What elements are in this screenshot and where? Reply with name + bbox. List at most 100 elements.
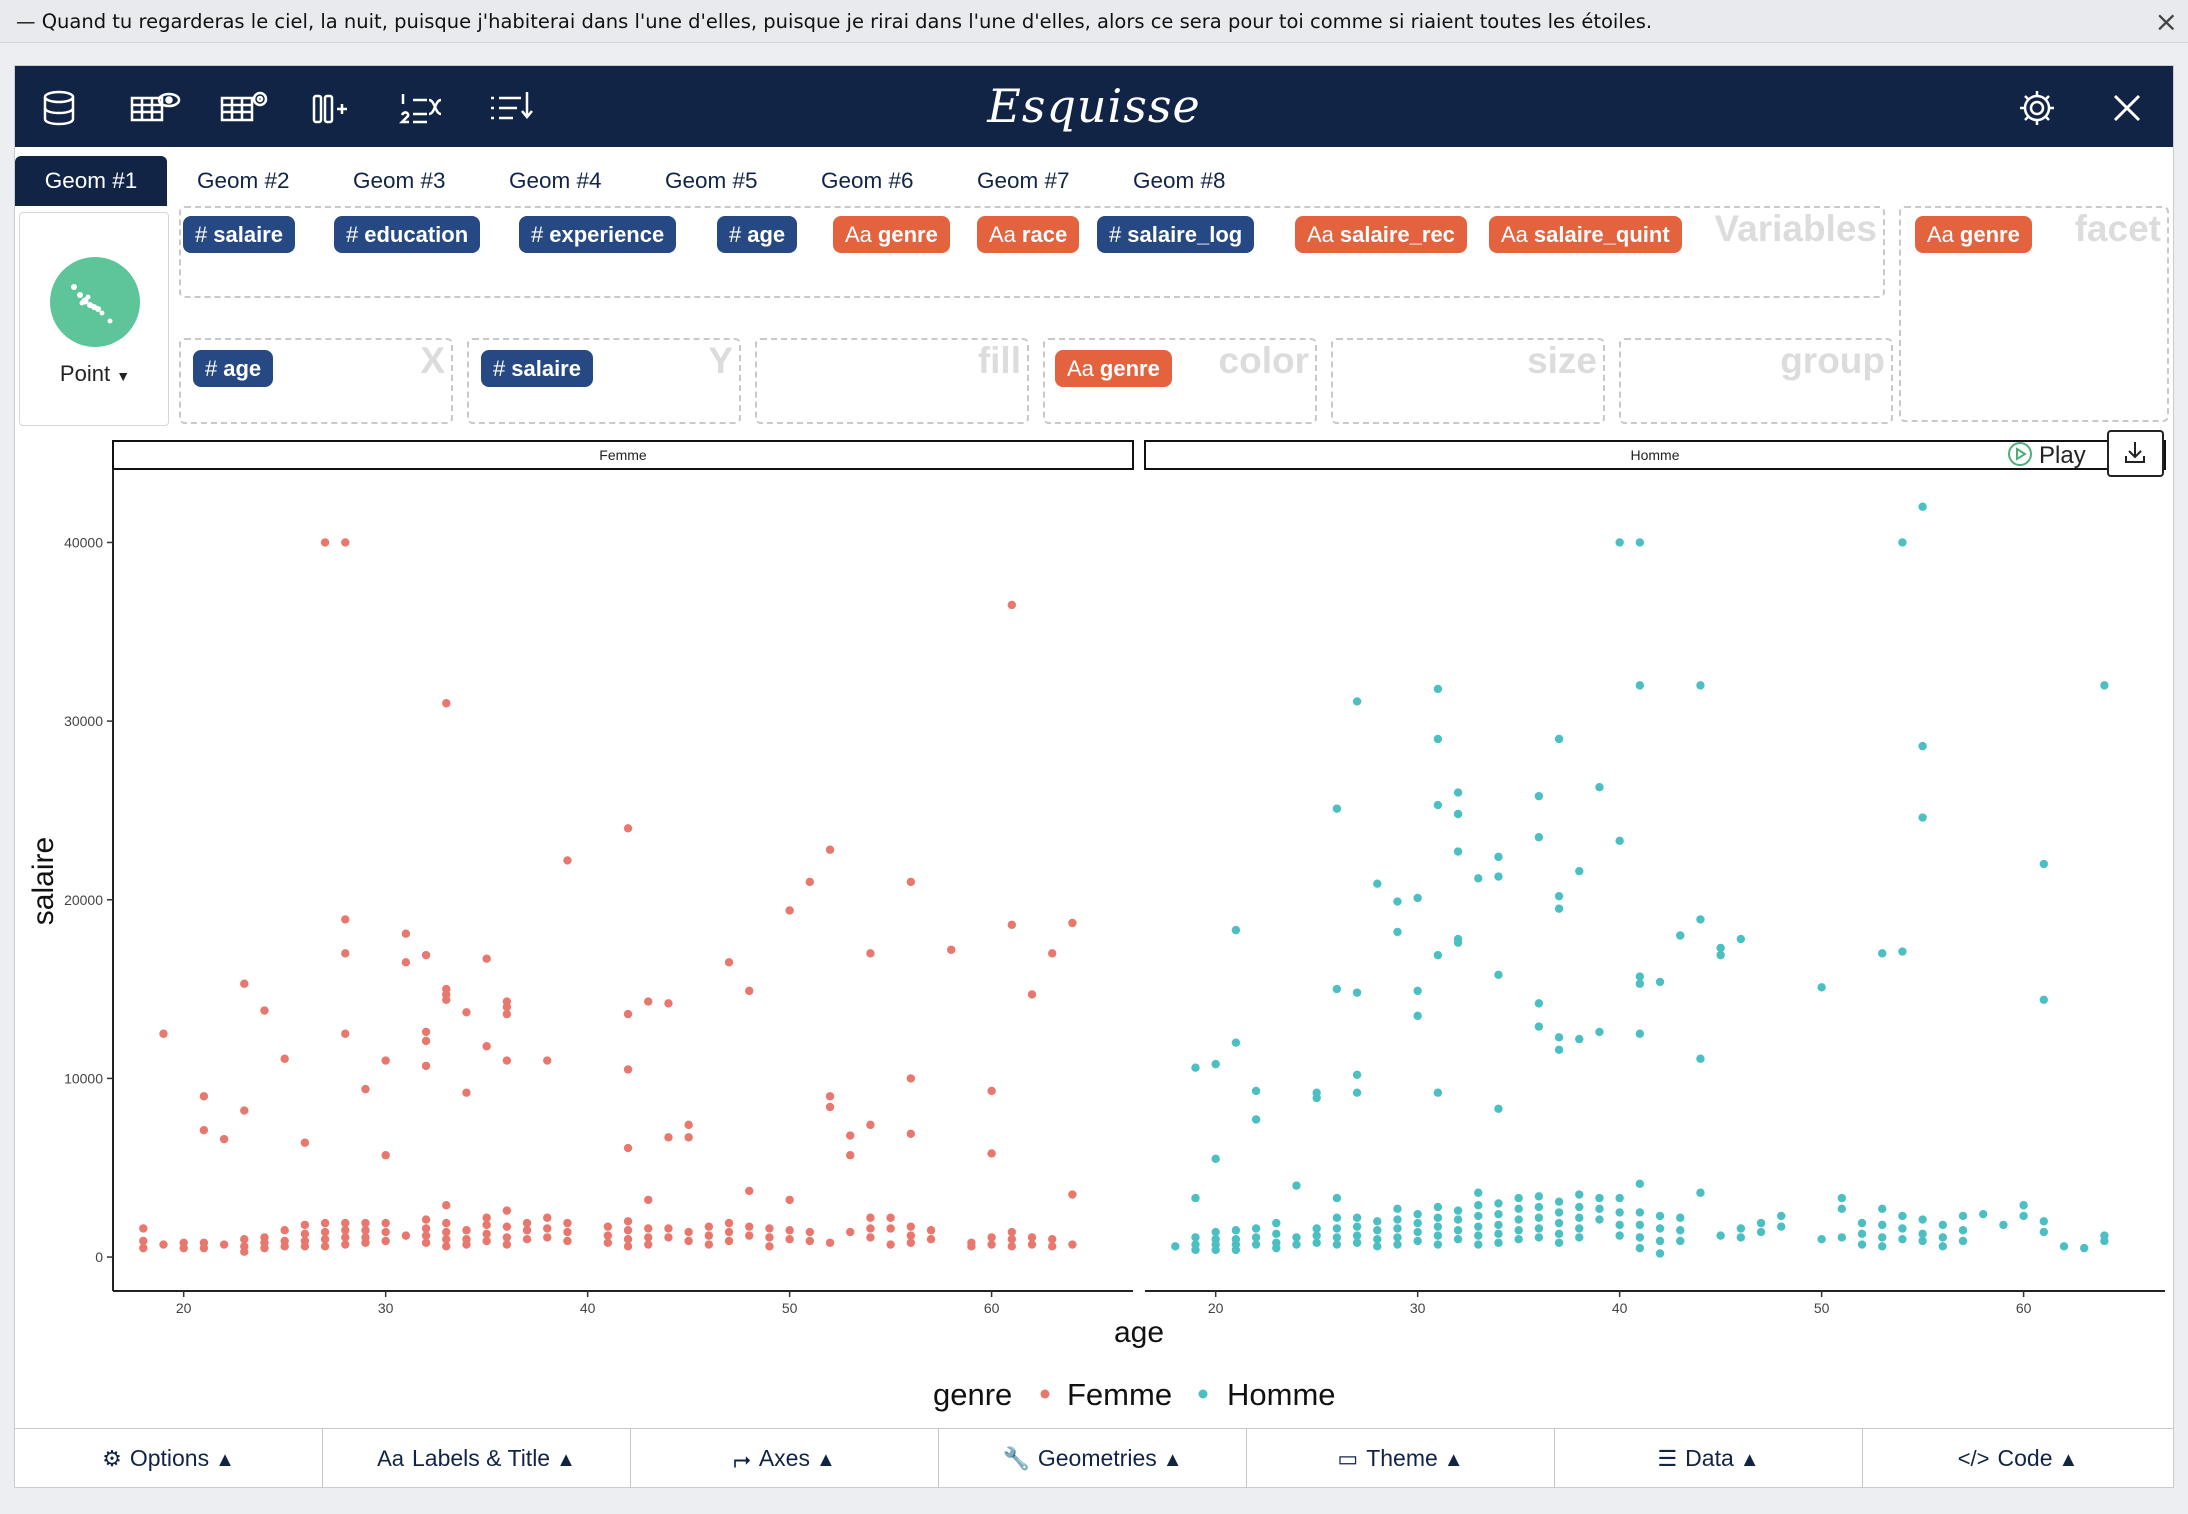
variable-chip-salaire-rec[interactable]: Aa salaire_rec xyxy=(1295,216,1467,253)
caret-up-icon: ▲ xyxy=(2058,1449,2079,1471)
variable-chip-age[interactable]: # age xyxy=(717,216,798,253)
color-dropzone[interactable]: color xyxy=(1043,338,1317,424)
y-chip-salaire[interactable]: # salaire xyxy=(481,350,593,387)
data-point xyxy=(1615,836,1624,846)
data-point xyxy=(1635,979,1645,988)
data-point xyxy=(1433,950,1443,960)
data-point xyxy=(947,945,956,954)
data-point xyxy=(1251,1233,1261,1242)
close-icon[interactable] xyxy=(2107,88,2147,128)
data-point xyxy=(886,1224,895,1233)
data-point xyxy=(442,699,451,708)
x-chip-age[interactable]: # age xyxy=(193,350,274,387)
data-point xyxy=(1068,918,1077,928)
variable-chip-education[interactable]: # education xyxy=(334,216,481,253)
data-point xyxy=(623,824,633,833)
x-tick-label: 40 xyxy=(1612,1300,1628,1316)
data-point xyxy=(1393,1233,1402,1242)
database-icon[interactable] xyxy=(39,88,79,128)
data-point xyxy=(1777,1222,1786,1231)
data-point xyxy=(623,1065,633,1074)
variable-chip-genre[interactable]: Aa genre xyxy=(833,216,950,253)
data-point xyxy=(724,1227,734,1237)
color-chip-genre[interactable]: Aa genre xyxy=(1055,350,1172,387)
tab-geom-5[interactable]: Geom #5 xyxy=(665,168,758,193)
table-settings-icon[interactable] xyxy=(219,88,273,128)
gear-icon[interactable] xyxy=(2017,88,2057,128)
data-point xyxy=(1938,1220,1948,1230)
esquisse-app: Esquisse Geom #1 Geom #2 Geom #3 Geom #4… xyxy=(14,65,2174,1488)
labels-title-button[interactable]: Aa Labels & Title ▲ xyxy=(323,1429,631,1488)
data-point xyxy=(1837,1193,1847,1203)
data-point xyxy=(1413,986,1422,996)
data-point xyxy=(1332,984,1342,994)
variable-chip-salaire-log[interactable]: # salaire_log xyxy=(1097,216,1255,253)
data-point xyxy=(1231,1226,1241,1235)
data-point xyxy=(684,1133,693,1142)
options-button[interactable]: ⚙ Options ▲ xyxy=(15,1429,323,1488)
data-point xyxy=(623,1242,633,1251)
data-point xyxy=(825,845,835,854)
tab-geom-2[interactable]: Geom #2 xyxy=(197,168,290,193)
data-point xyxy=(906,1074,916,1083)
data-button[interactable]: ☰ Data ▲ xyxy=(1555,1429,1863,1488)
variables-dropzone[interactable]: Variables xyxy=(179,206,1885,298)
data-point xyxy=(1393,1240,1402,1249)
size-zone-label: size xyxy=(1527,340,1597,381)
x-tick-label: 50 xyxy=(782,1300,798,1316)
data-point xyxy=(623,1234,633,1244)
play-button[interactable]: Play xyxy=(2007,441,2086,470)
geom-dropdown[interactable]: Point ▼ xyxy=(20,361,170,387)
export-button[interactable] xyxy=(2107,430,2164,477)
sort-list-icon[interactable] xyxy=(487,88,537,128)
download-icon xyxy=(2125,442,2145,463)
group-dropzone[interactable]: group xyxy=(1619,338,1893,424)
data-point xyxy=(926,1234,936,1244)
caret-up-icon: ▲ xyxy=(1162,1449,1183,1471)
axes-button[interactable]: ⮣ Axes ▲ xyxy=(631,1429,939,1488)
data-point xyxy=(280,1242,289,1251)
facet-chip-genre[interactable]: Aa genre xyxy=(1915,216,2032,253)
data-point xyxy=(1413,893,1422,903)
data-point xyxy=(1554,1045,1564,1055)
data-point xyxy=(1635,1220,1645,1230)
fill-dropzone[interactable]: fill xyxy=(755,338,1029,424)
tab-geom-1[interactable]: Geom #1 xyxy=(15,156,167,206)
data-point xyxy=(1433,1202,1443,1212)
reorder-list-icon[interactable] xyxy=(399,88,449,128)
data-point xyxy=(1007,1234,1017,1244)
data-point xyxy=(1918,502,1927,511)
tab-geom-7[interactable]: Geom #7 xyxy=(977,168,1070,193)
y-dropzone[interactable]: Y xyxy=(467,338,741,424)
code-button[interactable]: </> Code ▲ xyxy=(1957,1445,2079,1471)
geometries-button[interactable]: 🔧 Geometries ▲ xyxy=(939,1429,1247,1488)
data-point xyxy=(1352,697,1362,706)
data-point xyxy=(361,1218,370,1228)
variable-chip-salaire-quint[interactable]: Aa salaire_quint xyxy=(1489,216,1682,253)
tab-geom-4[interactable]: Geom #4 xyxy=(509,168,602,193)
add-column-icon[interactable] xyxy=(311,88,351,128)
caret-up-icon: ▲ xyxy=(556,1449,576,1471)
data-point xyxy=(1736,1233,1746,1242)
facet-dropzone[interactable]: facet xyxy=(1899,206,2169,422)
data-point xyxy=(1474,1240,1483,1249)
font-icon: Aa xyxy=(377,1446,405,1471)
size-dropzone[interactable]: size xyxy=(1331,338,1605,424)
tab-geom-8[interactable]: Geom #8 xyxy=(1133,168,1226,193)
variable-chip-salaire[interactable]: # salaire xyxy=(183,216,295,253)
table-view-icon[interactable] xyxy=(129,88,183,128)
banner-close-icon[interactable]: × xyxy=(2154,5,2178,38)
tab-geom-3[interactable]: Geom #3 xyxy=(353,168,446,193)
data-point xyxy=(543,1224,552,1233)
data-point xyxy=(381,1236,390,1246)
x-dropzone[interactable]: X xyxy=(179,338,453,424)
tab-geom-6[interactable]: Geom #6 xyxy=(821,168,914,193)
y-tick-label: 10000 xyxy=(64,1070,103,1086)
data-point xyxy=(2080,1243,2089,1253)
variable-chip-race[interactable]: Aa race xyxy=(977,216,1080,253)
data-point xyxy=(502,1056,512,1065)
geom-selector[interactable]: Point ▼ xyxy=(19,212,169,426)
data-point xyxy=(1352,988,1362,997)
theme-button[interactable]: ▭ Theme ▲ xyxy=(1247,1429,1555,1488)
variable-chip-experience[interactable]: # experience xyxy=(519,216,677,253)
